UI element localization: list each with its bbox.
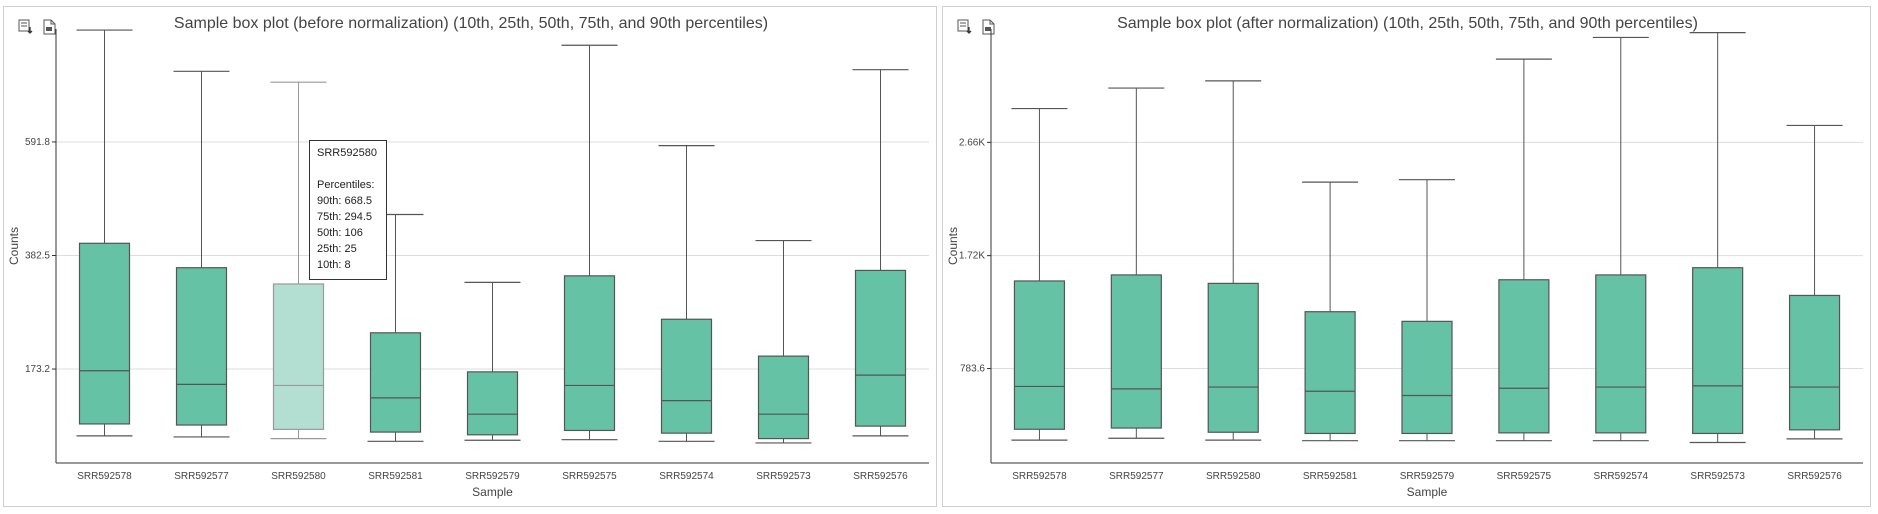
chart-toolbar (18, 19, 58, 35)
x-tick-label: SRR592575 (562, 471, 617, 482)
box-iqr (1498, 279, 1550, 434)
sample-tooltip: SRR592580 Percentiles: 90th: 668.5 75th:… (309, 140, 387, 280)
y-tick-label: 1.72K (959, 251, 985, 262)
x-tick-label: SRR592577 (1109, 471, 1164, 482)
box-plot-chart: Sample box plot (after normalization) (1… (946, 15, 1863, 499)
box-iqr (1595, 274, 1647, 434)
box-iqr (1788, 294, 1841, 431)
x-tick-label: SRR592577 (174, 471, 229, 482)
box-iqr (78, 242, 131, 425)
y-tick-label: 2.66K (959, 137, 985, 148)
box-iqr (1692, 267, 1744, 435)
tooltip-sample-name: SRR592580 (317, 147, 377, 159)
x-tick-label: SRR592576 (853, 471, 908, 482)
chart-title: Sample box plot (before normalization) (… (174, 15, 768, 32)
export-icon[interactable] (42, 19, 58, 35)
x-tick-label: SRR592579 (1400, 471, 1455, 482)
box-plot-chart: Sample box plot (before normalization) (… (7, 15, 929, 499)
box-iqr (1304, 311, 1356, 435)
export-icon[interactable] (981, 19, 997, 35)
box-iqr (854, 269, 907, 427)
x-tick-label: SRR592574 (1594, 471, 1649, 482)
x-tick-label: SRR592578 (1012, 471, 1067, 482)
x-tick-label: SRR592580 (271, 471, 326, 482)
box-iqr (1401, 320, 1453, 435)
box-iqr (660, 318, 713, 434)
chart-panel-after: Sample box plot (after normalization) (1… (942, 6, 1871, 507)
y-axis-label: Counts (7, 227, 21, 265)
download-icon[interactable] (957, 19, 973, 35)
box-iqr (1110, 274, 1162, 429)
x-tick-label: SRR592576 (1787, 471, 1842, 482)
tooltip-line: 75th: 294.5 (317, 211, 373, 223)
x-tick-label: SRR592573 (756, 471, 811, 482)
x-tick-label: SRR592581 (368, 471, 423, 482)
x-tick-label: SRR592581 (1303, 471, 1358, 482)
box-iqr (563, 275, 616, 432)
x-tick-label: SRR592579 (465, 471, 520, 482)
download-icon[interactable] (18, 19, 34, 35)
y-tick-label: 382.5 (25, 250, 50, 261)
y-tick-label: 173.2 (25, 364, 50, 375)
chart-toolbar (957, 19, 997, 35)
box-iqr (175, 267, 228, 426)
chart-title: Sample box plot (after normalization) (1… (1117, 15, 1698, 32)
box-iqr (272, 283, 325, 430)
tooltip-line: 90th: 668.5 (317, 195, 373, 207)
y-tick-label: 783.6 (960, 364, 985, 375)
box-iqr (757, 355, 810, 440)
chart-panel-before: Sample box plot (before normalization) (… (3, 6, 937, 507)
x-tick-label: SRR592575 (1497, 471, 1552, 482)
x-tick-label: SRR592578 (77, 471, 132, 482)
y-tick-label: 591.8 (25, 137, 50, 148)
x-tick-label: SRR592580 (1206, 471, 1261, 482)
tooltip-line: 25th: 25 (317, 243, 357, 255)
tooltip-line: 50th: 106 (317, 227, 363, 239)
box-iqr (1013, 280, 1066, 430)
box-iqr (466, 371, 519, 436)
box-iqr (369, 332, 422, 433)
box-iqr (1207, 282, 1259, 433)
tooltip-heading: Percentiles: (317, 179, 375, 191)
tooltip-line: 10th: 8 (317, 259, 351, 271)
x-axis-label: Sample (1407, 485, 1448, 499)
x-axis-label: Sample (472, 485, 513, 499)
x-tick-label: SRR592573 (1690, 471, 1745, 482)
x-tick-label: SRR592574 (659, 471, 714, 482)
y-axis-label: Counts (946, 227, 960, 265)
